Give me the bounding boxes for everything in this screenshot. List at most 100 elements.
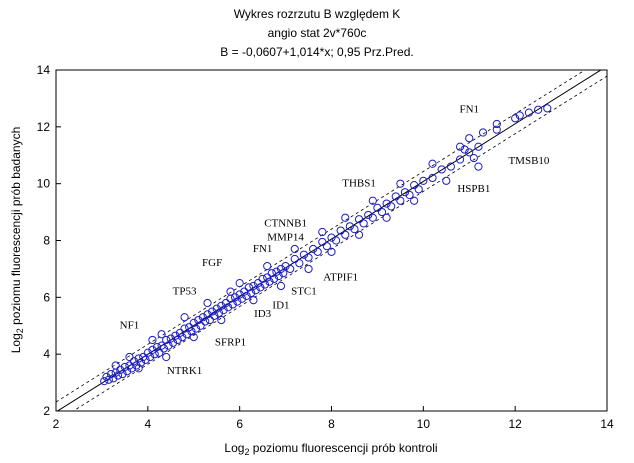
y-tick-label: 12: [37, 120, 51, 134]
data-point: [290, 254, 299, 264]
data-point: [123, 367, 132, 376]
data-point: [219, 306, 228, 315]
data-point: [304, 253, 313, 262]
data-point: [113, 371, 123, 380]
data-point: [134, 364, 143, 373]
data-point: [410, 180, 419, 190]
data-point: [354, 230, 364, 239]
data-point: [258, 274, 267, 283]
x-tick-label: 12: [508, 417, 522, 431]
data-point: [244, 283, 253, 292]
y-tick-label: 10: [37, 177, 51, 191]
data-point: [313, 247, 322, 256]
gene-label: FN1: [253, 243, 273, 255]
data-point: [492, 119, 501, 129]
data-point: [150, 350, 159, 359]
data-point: [182, 330, 191, 339]
data-point: [267, 269, 276, 278]
data-point: [368, 196, 377, 205]
gene-label: STC1: [291, 285, 317, 297]
data-point: [382, 199, 391, 208]
data-point: [331, 236, 341, 245]
data-point: [281, 261, 290, 271]
data-point: [226, 287, 235, 296]
data-point: [322, 242, 332, 251]
data-point: [132, 361, 141, 370]
data-point: [295, 259, 304, 268]
data-point: [237, 294, 247, 303]
data-point: [350, 225, 359, 234]
data-point: [474, 162, 483, 171]
gene-label: THBS1: [342, 178, 376, 190]
data-point: [400, 188, 410, 197]
data-point: [118, 369, 127, 379]
x-axis-label: Log2 poziomu fluorescencji prób kontroli: [224, 441, 437, 457]
data-point: [191, 324, 201, 333]
data-point: [148, 335, 157, 345]
data-point: [446, 162, 455, 171]
data-point: [478, 128, 488, 137]
prediction-band-upper: [56, 70, 586, 403]
data-point: [279, 269, 288, 278]
data-point: [155, 348, 164, 357]
chart-subtitle: angio stat 2v*760c: [267, 26, 367, 40]
data-point: [428, 173, 437, 183]
data-point: [111, 361, 120, 370]
data-point: [543, 104, 552, 113]
x-tick-label: 2: [53, 417, 60, 431]
data-point: [387, 202, 396, 211]
data-points: [100, 104, 552, 386]
gene-label: CTNNB1: [264, 217, 307, 229]
gene-label: NTRK1: [167, 365, 202, 377]
data-point: [180, 324, 189, 333]
data-point: [217, 315, 226, 325]
data-point: [214, 308, 224, 318]
data-point: [492, 125, 501, 134]
data-point: [263, 261, 272, 271]
data-point: [309, 244, 318, 254]
x-tick-label: 10: [417, 417, 431, 431]
data-point: [373, 203, 382, 212]
gene-label: ATPIF1: [323, 271, 358, 283]
data-point: [286, 264, 295, 274]
data-point: [189, 318, 198, 328]
data-point: [414, 185, 423, 194]
data-point: [304, 264, 313, 274]
data-point: [100, 377, 109, 386]
data-point: [364, 210, 373, 220]
data-point: [104, 375, 113, 384]
data-point: [391, 192, 400, 201]
data-point: [341, 213, 350, 222]
y-tick-label: 2: [43, 404, 50, 418]
x-tick-label: 4: [144, 417, 151, 431]
data-point: [162, 352, 171, 362]
data-point: [341, 230, 350, 239]
data-point: [141, 355, 150, 364]
data-point: [382, 213, 391, 222]
data-point: [290, 244, 299, 254]
data-point: [125, 352, 134, 362]
data-point: [178, 333, 187, 342]
chart-equation: B = -0,0607+1,014*x; 0,95 Prz.Pred.: [220, 45, 414, 59]
data-point: [377, 207, 387, 217]
data-point: [247, 288, 256, 298]
x-tick-label: 14: [600, 417, 614, 431]
data-point: [428, 159, 437, 168]
data-point: [173, 335, 182, 345]
data-point: [276, 281, 286, 291]
data-point: [109, 374, 118, 383]
data-point: [455, 155, 465, 164]
data-point: [474, 142, 483, 151]
gene-label: MMP14: [267, 232, 304, 244]
data-point: [437, 165, 446, 174]
data-point: [159, 344, 169, 353]
data-point: [233, 297, 242, 306]
gene-label: SFRP1: [215, 337, 246, 349]
chart-title: Wykres rozrzutu B względem K: [233, 7, 401, 21]
data-point: [368, 213, 377, 222]
prediction-band-lower: [72, 75, 607, 411]
data-point: [205, 315, 214, 325]
data-point: [256, 283, 265, 292]
data-point: [327, 233, 336, 242]
